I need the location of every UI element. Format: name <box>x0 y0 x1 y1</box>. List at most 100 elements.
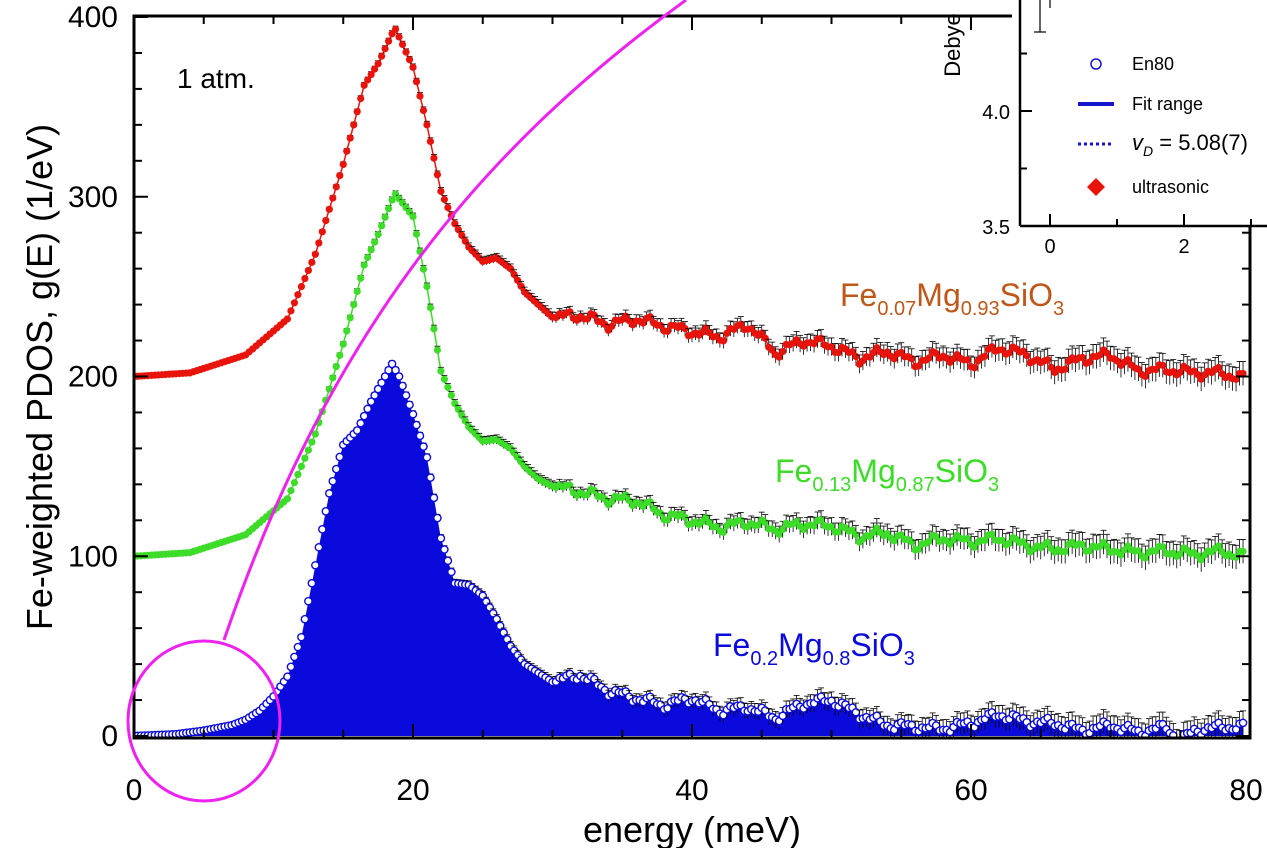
data-point <box>444 383 452 391</box>
data-point <box>311 430 319 438</box>
data-point <box>1141 372 1149 381</box>
data-point <box>915 362 923 370</box>
data-point <box>381 213 389 221</box>
data-point <box>447 567 456 577</box>
data-point <box>440 545 449 554</box>
data-point <box>737 516 745 524</box>
data-point <box>283 315 292 323</box>
data-point <box>366 397 376 406</box>
data-point <box>290 478 299 487</box>
label-text: SiO <box>935 453 988 489</box>
data-point <box>601 320 609 328</box>
data-point <box>398 381 407 391</box>
data-point <box>444 203 452 212</box>
data-point <box>426 473 435 482</box>
data-point <box>681 513 689 521</box>
data-point <box>297 283 305 291</box>
data-point <box>963 356 972 364</box>
data-point <box>663 516 672 524</box>
data-point <box>314 542 324 552</box>
x-axis-label: energy (meV) <box>583 809 801 848</box>
data-point <box>601 495 609 503</box>
data-point <box>440 195 448 204</box>
label-text: SiO <box>850 627 903 663</box>
data-point <box>499 628 508 637</box>
y-tick-label: 400 <box>68 1 118 34</box>
data-point <box>625 496 633 505</box>
data-point <box>1159 543 1167 551</box>
data-point <box>646 498 654 506</box>
data-point <box>359 411 369 421</box>
data-point <box>590 486 598 495</box>
data-point <box>343 147 351 155</box>
data-point <box>307 578 317 588</box>
legend-entry-3: vD = 5.08(7) <box>1078 130 1248 159</box>
data-point <box>754 521 762 529</box>
data-point <box>353 287 361 296</box>
guide-circle <box>126 639 282 803</box>
data-point <box>1134 547 1142 555</box>
data-point <box>1134 365 1142 373</box>
data-point <box>308 258 316 266</box>
data-point <box>1044 538 1052 546</box>
data-point <box>381 45 389 53</box>
legend-label: Fit range <box>1132 94 1203 114</box>
data-point <box>408 409 418 419</box>
data-point <box>395 33 403 41</box>
data-point <box>308 438 316 446</box>
data-point <box>1079 540 1087 549</box>
data-point <box>324 489 334 498</box>
data-point <box>981 536 989 545</box>
data-point <box>970 543 979 551</box>
data-point <box>423 121 431 129</box>
data-point <box>294 291 302 299</box>
plot-frame <box>132 14 1252 740</box>
data-point <box>384 205 393 213</box>
inset-x-tick-label: 2 <box>1178 236 1189 258</box>
data-point <box>360 261 368 269</box>
legend-label: vD = 5.08(7) <box>1132 130 1248 159</box>
data-point <box>374 60 382 68</box>
condition-annotation: 1 atm. <box>177 63 255 94</box>
data-point <box>412 78 421 86</box>
x-tick-label: 0 <box>126 774 143 807</box>
data-point <box>283 672 292 681</box>
data-point <box>925 537 933 545</box>
data-point <box>1124 356 1132 364</box>
guide-annotation <box>126 0 687 803</box>
data-point <box>1159 361 1167 369</box>
inset-background <box>1012 0 1267 226</box>
label-subscript: 0.2 <box>750 648 778 670</box>
data-point <box>834 349 843 357</box>
data-point <box>433 171 442 179</box>
data-point <box>1215 363 1223 372</box>
data-point <box>1005 349 1013 357</box>
data-point <box>817 515 825 524</box>
data-point <box>827 522 836 531</box>
data-point <box>315 239 323 247</box>
y-axis-label: Fe-weighted PDOS, g(E) (1/eV) <box>19 124 60 630</box>
data-point <box>502 635 512 644</box>
label-subscript: 0.8 <box>823 648 851 670</box>
data-point <box>290 652 299 662</box>
data-point <box>304 266 312 275</box>
data-point <box>364 253 372 262</box>
legend-label: ultrasonic <box>1132 177 1209 197</box>
data-point <box>367 70 375 79</box>
label-subscript: 0.87 <box>896 474 935 496</box>
data-point <box>622 491 630 499</box>
data-point <box>329 374 337 382</box>
data-point <box>301 274 309 283</box>
inset-y-axis-label: Debye <box>940 13 965 77</box>
series-1-label: Fe0.07Mg0.93SiO3 <box>840 277 1064 320</box>
data-point <box>346 134 354 142</box>
data-point <box>514 276 522 284</box>
data-point <box>426 304 435 312</box>
series-3-label: Fe0.2Mg0.8SiO3 <box>713 627 915 670</box>
data-point <box>1215 542 1223 550</box>
inset-legend: En80 Fit range vD = 5.08(7) ultrasonic <box>1078 54 1248 197</box>
data-point <box>353 108 361 116</box>
legend-open-circle-marker <box>1090 58 1102 70</box>
